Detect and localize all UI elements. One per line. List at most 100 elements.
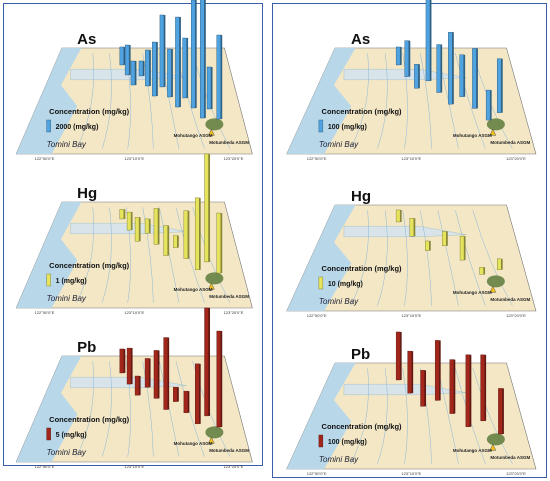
concentration-bar: [119, 209, 125, 220]
longitude-label: 123°20'0"E: [224, 310, 244, 315]
longitude-label: 123°20'0"E: [506, 313, 526, 318]
river: [159, 361, 180, 457]
river: [377, 210, 388, 306]
bar-side: [187, 210, 190, 259]
bar-side: [163, 14, 166, 87]
concentration-bar: [134, 217, 140, 242]
legend-label: 100 (mg/kg): [328, 439, 367, 446]
concentration-bar: [459, 235, 465, 261]
legend-bar: [46, 427, 51, 441]
river: [142, 207, 154, 303]
bar-side: [446, 231, 448, 246]
bar-side: [149, 49, 151, 86]
bar-side: [400, 209, 402, 222]
asgm-label: Motumbeda ASGM: [490, 297, 530, 302]
concentration-bar: [404, 40, 409, 77]
bar-side: [211, 66, 213, 109]
concentration-bar: [496, 258, 502, 270]
sea: [16, 356, 82, 462]
bay-label: Tomini Bay: [47, 448, 87, 457]
longitude-label: 123°10'0"E: [124, 310, 144, 315]
concentration-bar: [496, 58, 502, 113]
river: [175, 207, 205, 303]
bar-side: [134, 61, 137, 86]
river: [472, 210, 513, 306]
concentration-bar: [216, 212, 221, 274]
bar-side: [123, 46, 126, 65]
concentration-bar: [465, 354, 471, 427]
legend-bar: [46, 119, 51, 133]
legend-label: 5 (mg/kg): [56, 432, 87, 439]
concentration-bar: [434, 340, 440, 401]
concentration-bar: [448, 31, 453, 105]
concentration-bar: [206, 66, 212, 110]
river: [76, 53, 94, 149]
asgm-label: Motumbeda ASGM: [490, 140, 530, 145]
concentration-bar: [472, 48, 477, 109]
map-panel: Hg Mohutango ASGM Motumbeda ASGM Concentrat…: [15, 153, 253, 315]
legend-title: Concentration (mg/kg): [49, 107, 130, 116]
concentration-bar: [395, 46, 401, 66]
bar-side: [208, 307, 211, 416]
bar-side: [142, 60, 145, 76]
concentration-bar: [159, 14, 165, 88]
river: [402, 210, 408, 306]
river: [76, 207, 94, 303]
river: [420, 53, 432, 149]
bar-side: [129, 44, 131, 75]
longitude-label: 123°20'0"E: [506, 471, 526, 476]
bar-side: [424, 370, 427, 407]
element-title: Hg: [77, 185, 97, 202]
asgm-label: Mohutango ASGM: [453, 290, 492, 295]
element-title: Hg: [351, 188, 371, 205]
legend-label: 100 (mg/kg): [328, 124, 367, 131]
bar-side: [463, 54, 466, 97]
concentration-bar: [173, 386, 178, 402]
bar-side: [123, 209, 126, 219]
bar-side: [483, 267, 486, 275]
concentration-bar: [126, 211, 132, 231]
legend-title: Concentration (mg/kg): [49, 415, 130, 424]
bar-side: [204, 0, 206, 119]
legend-title: Concentration (mg/kg): [322, 107, 403, 116]
concentration-bar: [190, 0, 196, 109]
concentration-bar: [182, 37, 187, 99]
bar-side: [439, 340, 441, 401]
longitude-label: 123°10'0"E: [401, 156, 421, 161]
asgm-marker: [489, 443, 497, 451]
bar-side: [400, 46, 402, 65]
concentration-bar: [152, 41, 157, 97]
longitude-label: 122°50'0"E: [307, 313, 327, 318]
bar-side: [186, 37, 189, 98]
bar-side: [171, 49, 173, 98]
concentration-bar: [204, 153, 209, 263]
concentration-bar: [409, 218, 415, 237]
asgm-area: [486, 433, 505, 446]
concentration-bar: [414, 64, 419, 89]
concentration-bar: [194, 363, 200, 425]
concentration-bar: [407, 350, 412, 394]
bar-side: [208, 153, 211, 262]
asgm-marker: [208, 282, 215, 290]
river: [101, 207, 112, 303]
bar-side: [167, 225, 170, 256]
concentration-bar: [200, 0, 205, 119]
legend-label: 2000 (mg/kg): [56, 124, 99, 131]
concentration-bar: [183, 390, 189, 413]
bar-side: [440, 44, 443, 93]
bar-side: [157, 208, 160, 245]
concentration-bar: [134, 375, 140, 396]
bay-label: Tomini Bay: [47, 140, 87, 149]
element-title: Pb: [351, 346, 370, 363]
concentration-bar: [173, 235, 178, 248]
bar-side: [476, 48, 478, 109]
map-panel: As Mohutango ASGM Motumbeda ASGM Concentrat…: [286, 0, 537, 161]
sea: [286, 363, 356, 469]
legend-label: 1 (mg/kg): [56, 278, 87, 285]
bar-side: [413, 218, 416, 237]
bar-side: [195, 0, 197, 109]
concentration-bar: [436, 44, 441, 93]
asgm-area: [205, 426, 224, 439]
legend-title: Concentration (mg/kg): [49, 261, 130, 270]
